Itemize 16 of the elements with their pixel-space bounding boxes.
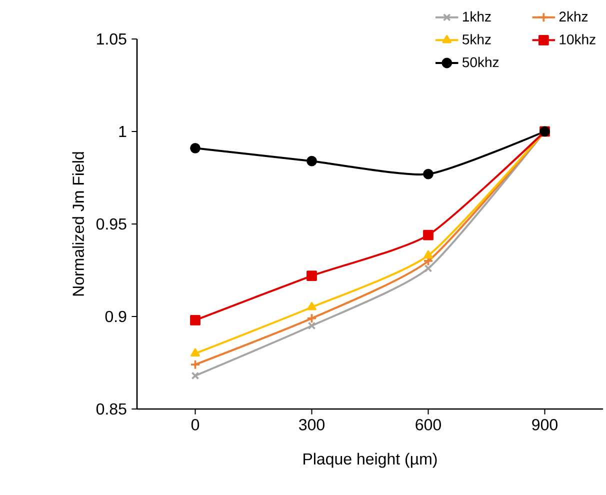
y-tick-label: 1 xyxy=(119,126,126,137)
y-tick-label: 0.95 xyxy=(96,218,126,230)
legend-label: 5khz xyxy=(462,34,491,44)
x-tick-label: 300 xyxy=(299,419,324,430)
legend-label: 10khz xyxy=(560,34,596,44)
y-tick-label: 0.85 xyxy=(96,403,126,415)
y-axis-title: Normalized Jm Field xyxy=(72,152,84,296)
y-tick-label: 1.05 xyxy=(97,33,126,45)
legend-label: 50khz xyxy=(462,56,499,68)
x-tick-label: 900 xyxy=(532,419,558,430)
legend-label: 2khz xyxy=(559,11,588,22)
x-axis-title: Plaque height (µm) xyxy=(304,452,437,468)
y-tick-label: 0.9 xyxy=(105,310,126,322)
x-tick-label: 600 xyxy=(416,419,441,430)
legend-label: 1khz xyxy=(462,11,491,22)
x-tick-label: 0 xyxy=(191,419,200,430)
